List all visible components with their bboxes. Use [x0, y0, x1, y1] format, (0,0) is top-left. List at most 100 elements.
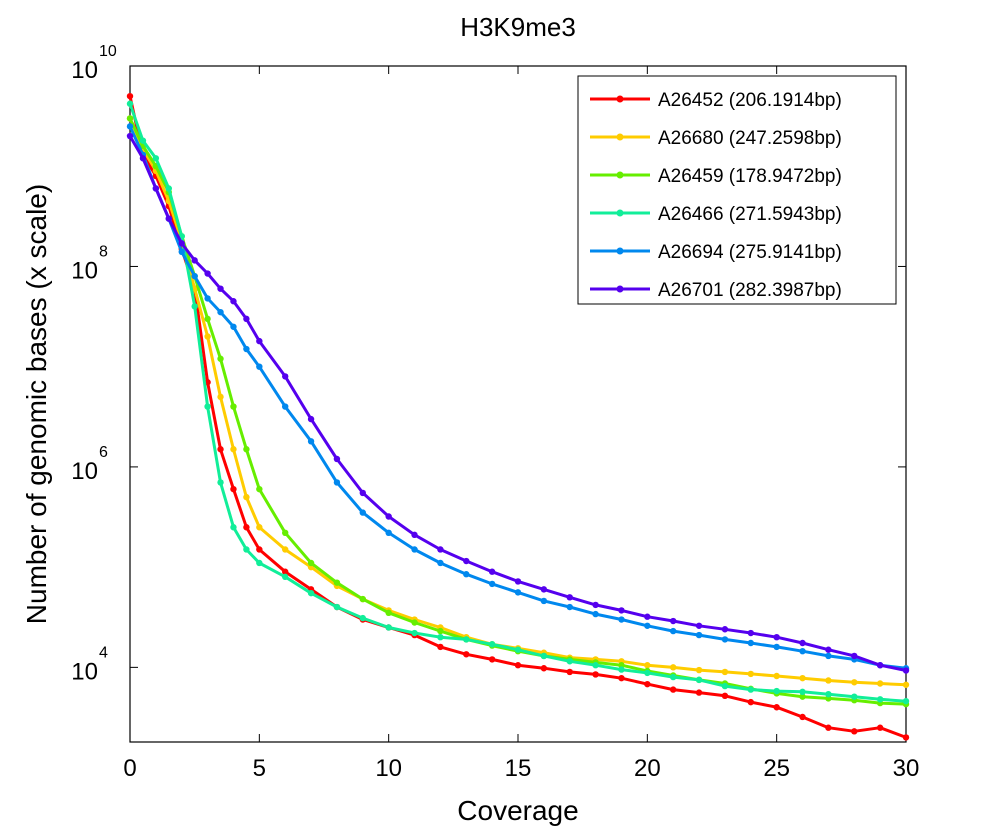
series-4-point: [230, 524, 237, 531]
series-6-point: [876, 662, 884, 669]
series-3-point: [385, 609, 392, 617]
series-1-point: [592, 671, 599, 678]
series-6-point: [191, 257, 198, 264]
legend-swatch-marker: [616, 133, 624, 141]
legend-swatch-marker: [616, 209, 624, 217]
legend: A26452 (206.1914bp) A26680 (247.2598bp) A2…: [577, 75, 897, 305]
series-6-point: [152, 185, 160, 192]
legend-label: A26452 (206.1914bp): [658, 90, 842, 111]
series-4-point: [204, 403, 211, 410]
series-6-point: [178, 240, 185, 247]
x-tick-label: 10: [375, 755, 402, 782]
series-2-point: [747, 670, 754, 678]
series-line-5: [128, 125, 907, 670]
series-6-point: [282, 373, 289, 380]
series-6-point: [411, 531, 418, 539]
series-1-point: [126, 92, 134, 100]
series-1-point: [773, 704, 780, 711]
legend-label: A26694 (275.9141bp): [658, 242, 842, 263]
series-4-point: [307, 589, 315, 597]
series-6-point: [139, 155, 147, 162]
series-4-point: [799, 688, 806, 696]
series-4-point: [217, 479, 224, 486]
legend-label: A26701 (282.3987bp): [658, 280, 842, 301]
series-1-point: [799, 713, 806, 721]
series-4-point: [282, 573, 289, 581]
series-6-point: [644, 613, 651, 620]
series-1-point: [217, 446, 224, 453]
series-6-point: [825, 646, 832, 653]
series-5-point: [359, 509, 366, 516]
series-5-point: [282, 403, 289, 410]
series-4-point: [514, 646, 522, 653]
series-6-point: [488, 568, 496, 575]
series-1-point: [851, 728, 858, 735]
series-5-point: [437, 559, 444, 567]
x-tick-label: 5: [253, 755, 266, 782]
series-5-point: [178, 248, 185, 256]
y-tick-exponent: 6: [99, 444, 108, 461]
series-5-point: [411, 546, 418, 553]
series-2-point: [204, 333, 211, 340]
series-3-point: [243, 446, 250, 453]
series-4-point: [644, 669, 651, 677]
series-5-point: [256, 363, 263, 370]
series-4-point: [670, 673, 677, 681]
series-2-point: [799, 674, 806, 682]
series-5-point: [644, 622, 651, 629]
x-tick-label: 30: [893, 755, 920, 782]
series-5-point: [204, 295, 211, 302]
series-4-point: [566, 658, 573, 665]
series-3-point: [282, 529, 289, 537]
series-5-point: [540, 597, 548, 605]
series-1-point: [721, 692, 729, 700]
series-4-point: [165, 185, 172, 192]
series-6-point: [165, 215, 172, 222]
legend-swatch-marker: [616, 247, 624, 255]
legend-swatch-marker: [616, 171, 624, 179]
series-6-point: [230, 298, 237, 305]
legend-swatch-marker: [616, 95, 624, 103]
series-1-point: [902, 734, 910, 741]
series-5-point: [566, 603, 573, 611]
series-layer: [126, 92, 910, 741]
series-3-point: [307, 559, 315, 567]
series-6-point: [851, 652, 858, 660]
series-5-point: [670, 627, 677, 635]
series-6-point: [695, 622, 703, 629]
y-tick-label: 10: [71, 257, 98, 284]
series-4-point: [592, 662, 599, 669]
series-6-point: [385, 513, 392, 520]
series-5-point: [695, 631, 703, 639]
series-6-point: [902, 667, 910, 674]
series-4-point: [876, 696, 884, 703]
series-1-point: [540, 665, 548, 672]
series-3-point: [256, 485, 263, 493]
series-2-point: [243, 493, 250, 501]
series-6-point: [773, 633, 780, 641]
series-5-point: [488, 580, 496, 588]
legend-label: A26680 (247.2598bp): [658, 128, 842, 149]
series-3-point: [333, 579, 341, 586]
series-6-point: [437, 546, 444, 553]
y-tick-label: 10: [71, 658, 98, 685]
series-3-point: [230, 403, 237, 410]
series-3-point: [411, 619, 418, 626]
series-5-point: [747, 639, 754, 647]
y-tick-label: 10: [71, 57, 98, 84]
series-1-point: [243, 524, 250, 531]
series-4-point: [747, 686, 754, 693]
series-5-point: [385, 529, 392, 537]
series-1-point: [670, 686, 677, 693]
series-4-point: [618, 666, 625, 673]
series-6-point: [670, 617, 677, 625]
series-1-point: [437, 643, 444, 651]
series-5-point: [825, 652, 832, 660]
series-1-point: [618, 674, 625, 682]
series-6-point: [540, 586, 548, 593]
series-6-point: [721, 626, 729, 633]
series-4-point: [540, 652, 548, 660]
series-4-point: [695, 676, 703, 684]
series-6-point: [618, 607, 625, 614]
y-tick-label: 10: [71, 458, 98, 485]
